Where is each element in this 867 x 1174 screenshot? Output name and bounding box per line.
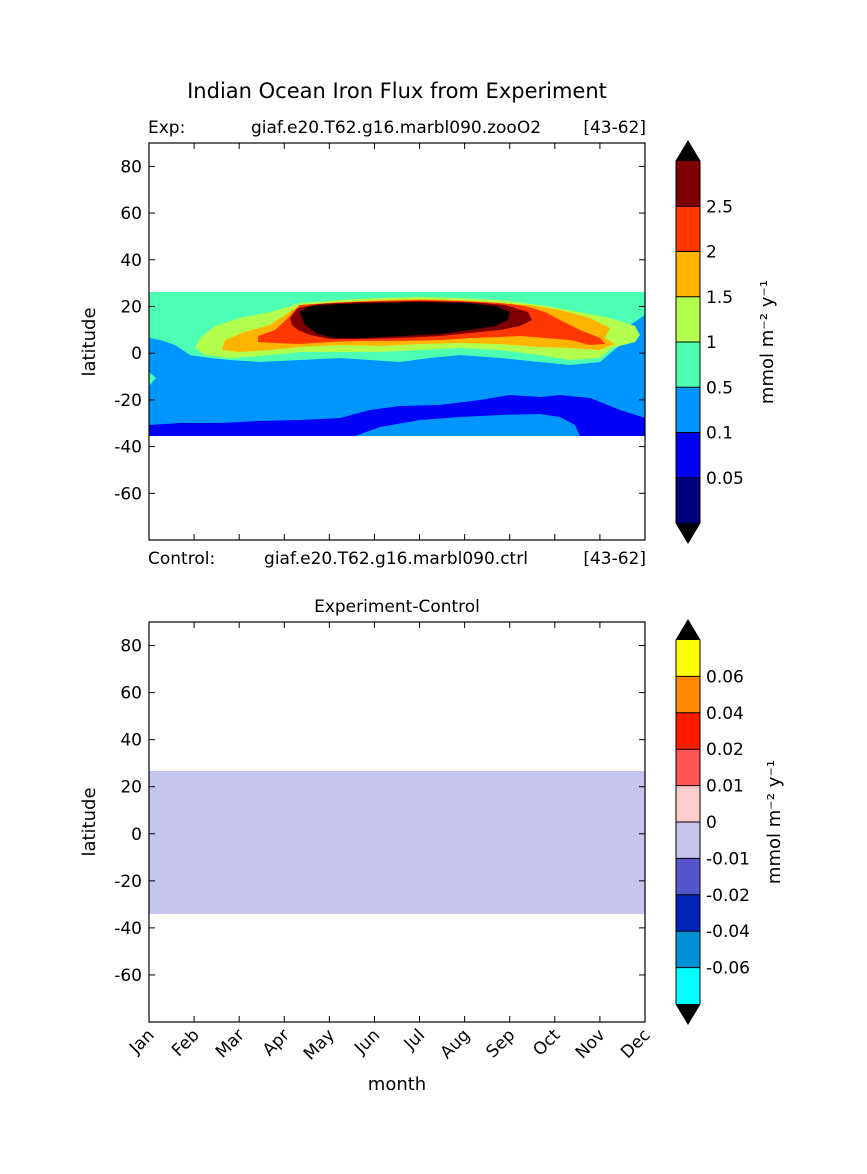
- x-tick-label: Mar: [212, 1025, 249, 1062]
- experiment-plot-area: 80 60 40 20 0 -20 -40 -60: [114, 142, 646, 541]
- difference-colorbar-label: mmol m⁻² y⁻¹: [764, 760, 785, 884]
- colorbar-tick-label: 1.5: [706, 288, 733, 308]
- difference-panel: Experiment-Control 80 60 40 20 0 -20 -40 -60 Ja…: [79, 597, 785, 1095]
- colorbar-outline: [675, 140, 701, 544]
- control-case: giaf.e20.T62.g16.marbl090.ctrl: [264, 549, 528, 569]
- colorbar-segment: [676, 342, 700, 388]
- colorbar-segment: [676, 858, 700, 895]
- y-tick-label: -60: [114, 484, 142, 504]
- colorbar-tick-label: 0: [706, 813, 717, 833]
- colorbar-segment: [676, 251, 700, 297]
- exp-years: [43-62]: [583, 118, 646, 138]
- y-tick-label: -20: [114, 872, 142, 892]
- exp-case: giaf.e20.T62.g16.marbl090.zooO2: [251, 118, 541, 138]
- colorbar-segment: [676, 894, 700, 932]
- x-tick-label: Dec: [617, 1025, 654, 1062]
- colorbar-segment: [676, 206, 700, 252]
- colorbar-over-arrow: [676, 141, 700, 161]
- x-tick-label: Jul: [400, 1025, 429, 1054]
- colorbar-segment: [676, 967, 700, 1004]
- x-tick-label: Apr: [259, 1025, 294, 1060]
- colorbar-segment: [676, 931, 700, 968]
- colorbar-tick-label: 0.5: [706, 378, 733, 398]
- colorbar-tick-label: -0.01: [706, 849, 750, 869]
- y-tick-label: -20: [114, 391, 142, 411]
- experiment-contours: [149, 292, 645, 436]
- colorbar-tick-label: 2.5: [706, 197, 733, 217]
- x-tick-label: Sep: [482, 1025, 519, 1062]
- experiment-colorbar-label: mmol m⁻² y⁻¹: [757, 280, 778, 404]
- experiment-colorbar: 0.05 0.1 0.5 1 1.5 2 2.5: [675, 140, 744, 544]
- experiment-plot-frame: [148, 142, 646, 541]
- colorbar-tick-label: 0.02: [706, 740, 744, 760]
- x-tick-label: May: [300, 1025, 339, 1064]
- y-tick-label: 80: [120, 157, 142, 177]
- colorbar-segment: [676, 712, 700, 750]
- colorbar-segment: [676, 640, 700, 677]
- y-tick-label: -60: [114, 966, 142, 986]
- colorbar-tick-label: -0.04: [706, 922, 750, 942]
- x-tick-label: Jun: [350, 1025, 384, 1059]
- x-tick-label: Oct: [529, 1025, 564, 1060]
- y-tick-label: 40: [120, 731, 142, 751]
- y-tick-label: 60: [120, 684, 142, 704]
- x-tick-label: Jan: [125, 1025, 158, 1058]
- y-tick-label: 80: [120, 637, 142, 657]
- y-tick-label: 20: [120, 297, 142, 317]
- y-tick-label: 40: [120, 251, 142, 271]
- colorbar-segment: [676, 749, 700, 786]
- contour-band-peak: [300, 302, 510, 338]
- contour-band-0.1-lower: [355, 414, 580, 436]
- colorbar-segment: [676, 676, 700, 713]
- colorbar-tick-label: -0.06: [706, 959, 750, 979]
- difference-y-axis-label: latitude: [79, 787, 100, 856]
- colorbar-under-arrow: [676, 523, 700, 543]
- colorbar-tick-label: 0.1: [706, 424, 733, 444]
- difference-plot-frame: [148, 621, 646, 1023]
- colorbar-tick-label: 0.04: [706, 704, 744, 724]
- figure-title: Indian Ocean Iron Flux from Experiment: [187, 79, 607, 103]
- y-tick-label: -40: [114, 919, 142, 939]
- y-tick-label: -40: [114, 438, 142, 458]
- difference-x-axis-label: month: [368, 1074, 426, 1095]
- colorbar-under-arrow: [676, 1004, 700, 1024]
- colorbar-segment: [676, 432, 700, 478]
- control-label: Control:: [148, 549, 215, 569]
- x-tick-label: Nov: [572, 1025, 610, 1063]
- y-tick-label: 60: [120, 204, 142, 224]
- difference-colorbar: -0.06 -0.04 -0.02 -0.01 0 0.01 0.02 0.04 0.06: [675, 619, 750, 1025]
- colorbar-segment: [676, 785, 700, 822]
- exp-label: Exp:: [148, 118, 185, 138]
- colorbar-tick-label: 0.01: [706, 777, 744, 797]
- colorbar-segment: [676, 296, 700, 342]
- contour-band-0.5-left: [149, 372, 156, 386]
- difference-title: Experiment-Control: [314, 597, 480, 617]
- y-tick-label: 20: [120, 778, 142, 798]
- colorbar-outline: [675, 619, 701, 1025]
- difference-uniform-field: [149, 771, 645, 914]
- experiment-panel: Exp: giaf.e20.T62.g16.marbl090.zooO2 [43…: [79, 118, 778, 569]
- colorbar-tick-label: 0.05: [706, 469, 744, 489]
- colorbar-tick-label: -0.02: [706, 886, 750, 906]
- colorbar-segment: [676, 387, 700, 433]
- x-tick-label: Aug: [437, 1025, 475, 1063]
- x-tick-label: Feb: [168, 1025, 203, 1060]
- experiment-y-axis-label: latitude: [79, 307, 100, 376]
- difference-y-ticks: 80 60 40 20 0 -20 -40 -60: [114, 637, 645, 986]
- difference-plot-area: 80 60 40 20 0 -20 -40 -60 Jan Feb Mar Apr May Jun Jul…: [114, 621, 655, 1064]
- colorbar-segment: [676, 822, 700, 859]
- colorbar-segment: [676, 477, 700, 523]
- colorbar-tick-label: 1: [706, 333, 717, 353]
- experiment-y-ticks: 80 60 40 20 0 -20 -40 -60: [114, 143, 646, 540]
- control-years: [43-62]: [583, 549, 646, 569]
- colorbar-over-arrow: [676, 620, 700, 640]
- y-tick-label: 0: [131, 344, 142, 364]
- colorbar-segment: [676, 161, 700, 207]
- colorbar-tick-label: 0.06: [706, 667, 744, 687]
- y-tick-label: 0: [131, 825, 142, 845]
- colorbar-tick-label: 2: [706, 243, 717, 263]
